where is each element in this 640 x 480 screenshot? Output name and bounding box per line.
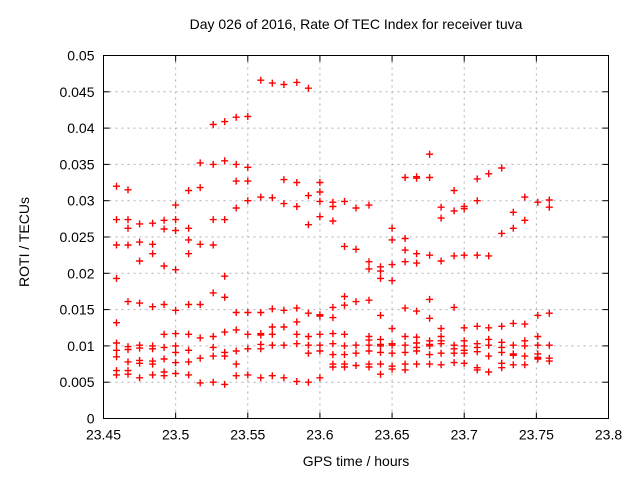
- y-tick-label: 0.045: [59, 84, 94, 100]
- y-tick-label: 0.025: [59, 229, 94, 245]
- scatter-points: [113, 76, 553, 388]
- y-tick-label: 0.05: [67, 48, 94, 64]
- y-tick-label: 0.015: [59, 302, 94, 318]
- x-tick-label: 23.8: [595, 427, 622, 443]
- y-tick-label: 0.005: [59, 374, 94, 390]
- y-tick-label: 0.03: [67, 193, 94, 209]
- x-tick-label: 23.75: [519, 427, 554, 443]
- x-tick-label: 23.7: [451, 427, 478, 443]
- x-tick-label: 23.6: [306, 427, 333, 443]
- x-tick-label: 23.45: [86, 427, 121, 443]
- chart-title: Day 026 of 2016, Rate Of TEC Index for r…: [189, 16, 523, 32]
- y-tick-label: 0.02: [67, 265, 94, 281]
- x-axis-title: GPS time / hours: [302, 453, 410, 469]
- y-tick-label: 0: [87, 411, 95, 427]
- y-tick-label: 0.04: [67, 120, 94, 136]
- x-tick-label: 23.65: [375, 427, 410, 443]
- x-tick-label: 23.5: [162, 427, 189, 443]
- y-tick-label: 0.035: [59, 156, 94, 172]
- x-tick-label: 23.55: [230, 427, 265, 443]
- y-tick-label: 0.01: [67, 338, 94, 354]
